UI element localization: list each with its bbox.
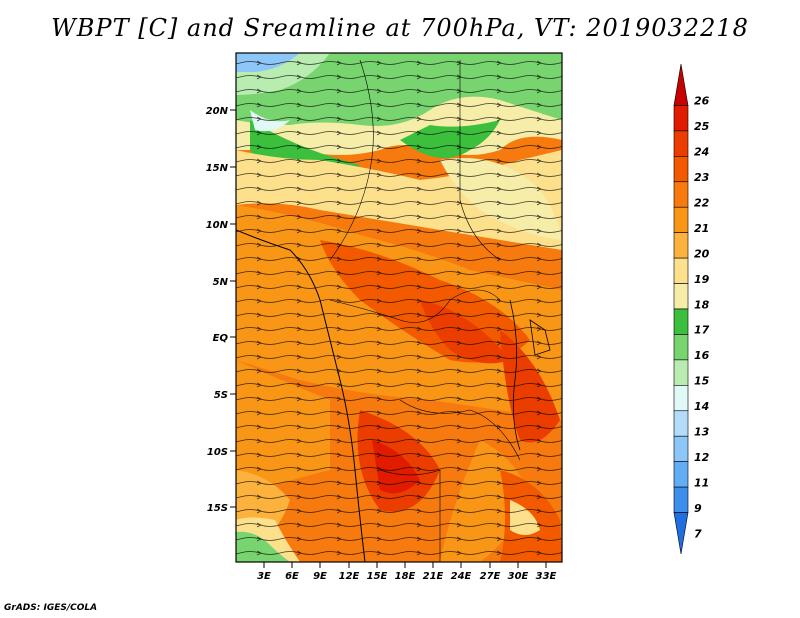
colorbar-swatch (673, 486, 689, 513)
lon-tick-label: 21E (423, 571, 444, 582)
colorbar-swatch (673, 283, 689, 310)
colorbar-swatch (673, 334, 689, 361)
lat-tick-label: 5N (213, 277, 229, 288)
colorbar-label: 19 (694, 273, 710, 286)
lat-tick-label: 15N (206, 163, 229, 174)
colorbar-label: 24 (694, 146, 709, 159)
colorbar-swatch (673, 232, 689, 259)
colorbar-label: 22 (694, 197, 710, 210)
map-title: WBPT [C] and Sreamline at 700hPa, VT: 20… (51, 14, 749, 42)
colorbar-label: 14 (694, 400, 709, 413)
colorbar-swatch (673, 181, 689, 208)
lon-tick-label: 15E (367, 571, 388, 582)
longitude-axis: 3E 6E 9E 12E 15E 18E 21E 24E 27E 30E 33E (257, 562, 557, 582)
lon-tick-label: 6E (285, 571, 299, 582)
lon-tick-label: 30E (508, 571, 529, 582)
colorbar-label: 17 (694, 324, 710, 337)
lon-tick-label: 3E (257, 571, 271, 582)
colorbar-swatch (673, 359, 689, 386)
colorbar-swatch (673, 206, 689, 233)
colorbar-label: 13 (694, 426, 710, 439)
lat-tick-label: 15S (207, 503, 228, 514)
colorbar-swatch (673, 385, 689, 412)
colorbar-swatch (673, 156, 689, 183)
lon-tick-label: 18E (395, 571, 416, 582)
colorbar-swatch (673, 130, 689, 157)
colorbar-label: 23 (694, 171, 710, 184)
colorbar-swatch (673, 435, 689, 462)
colorbar-label: 18 (694, 298, 710, 311)
lon-tick-label: 24E (451, 571, 472, 582)
colorbar-swatch (673, 105, 689, 132)
map-frame (235, 52, 563, 563)
lon-tick-label: 33E (536, 571, 557, 582)
colorbar-label: 16 (694, 349, 710, 362)
latitude-axis: 20N 15N 10N 5N EQ 5S 10S 15S (206, 106, 236, 514)
colorbar-swatch (673, 512, 689, 555)
colorbar-label: 7 (694, 527, 702, 540)
map-field (236, 53, 562, 562)
colorbar-label: 15 (694, 375, 710, 388)
lon-tick-label: 12E (339, 571, 360, 582)
lat-tick-label: 5S (214, 390, 228, 401)
colorbar-label: 21 (694, 222, 709, 235)
colorbar-swatch (673, 410, 689, 437)
colorbar-label: 20 (694, 247, 710, 260)
colorbar-label: 12 (694, 451, 710, 464)
lat-tick-label: 20N (206, 106, 229, 117)
grads-credit: GrADS: IGES/COLA (4, 603, 98, 613)
colorbar-swatch (673, 308, 689, 335)
colorbar-label: 11 (694, 476, 709, 489)
colorbar-swatch (673, 63, 689, 106)
lon-tick-label: 27E (480, 571, 501, 582)
colorbar-swatch (673, 257, 689, 284)
colorbar: 26 25 24 23 22 21 20 19 18 17 16 15 14 13 12 11 9 7 (673, 63, 710, 555)
lat-tick-label: 10N (206, 220, 229, 231)
colorbar-label: 26 (694, 95, 710, 108)
colorbar-label: 25 (694, 120, 710, 133)
lat-tick-label: 10S (207, 447, 228, 458)
colorbar-swatch (673, 461, 689, 488)
lon-tick-label: 9E (313, 571, 327, 582)
colorbar-label: 9 (694, 502, 702, 515)
lat-tick-label: EQ (213, 333, 229, 344)
